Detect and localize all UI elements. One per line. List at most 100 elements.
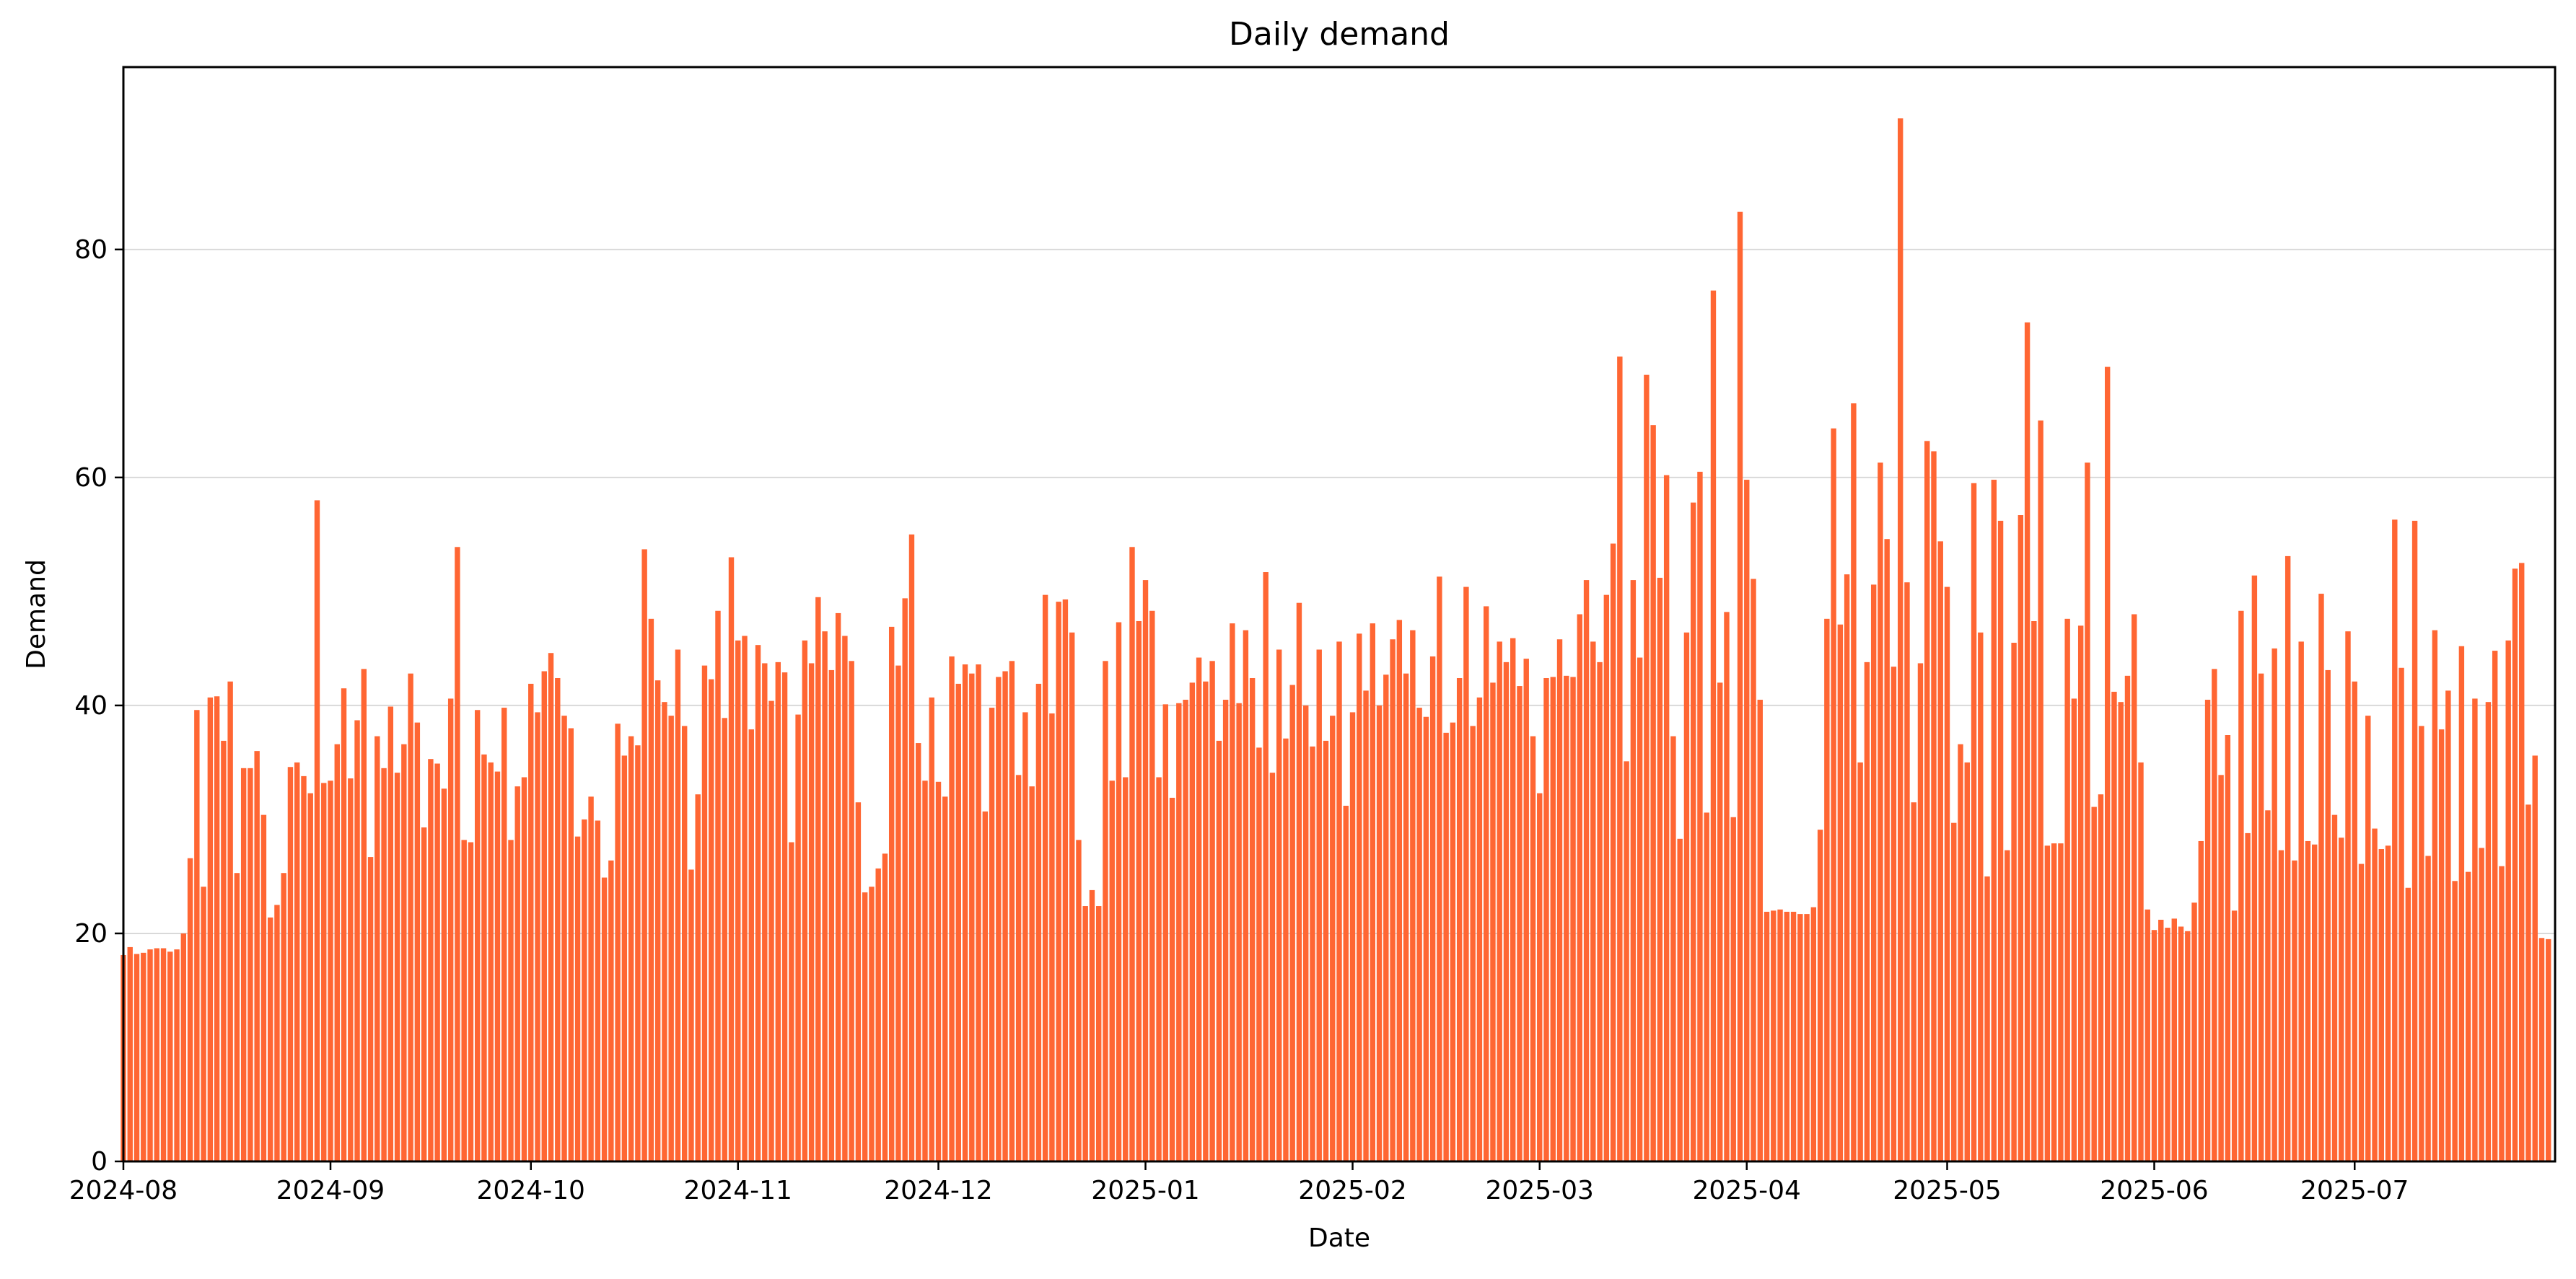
bar [1857,762,1863,1161]
bar [1162,704,1168,1161]
bar [595,820,601,1161]
bar [2499,866,2505,1161]
bar [1630,580,1637,1161]
bar [2452,881,2458,1161]
bar [227,681,233,1161]
bar [1390,639,1396,1161]
bar [501,708,507,1161]
bar [434,763,440,1161]
bar [2492,651,2498,1161]
bar [681,726,688,1161]
bar [574,836,581,1161]
bar [748,729,754,1161]
bar [916,743,921,1161]
bar [1951,822,1957,1161]
bar [1517,686,1523,1161]
bar [1056,602,1061,1161]
bar [133,954,140,1161]
bar [314,500,320,1161]
bar [695,794,701,1161]
bar [555,677,561,1161]
bar [1289,685,1295,1161]
bar [1316,649,1322,1161]
bar [2158,920,2164,1161]
bar [234,873,240,1161]
x-tick-label: 2024-12 [884,1176,992,1205]
bar [1924,441,1930,1161]
bar [455,547,460,1161]
bar [1670,736,1676,1161]
bar [2132,614,2137,1161]
bar [1751,579,1756,1161]
bar [808,663,815,1161]
bar [1443,732,1449,1161]
bar [2091,806,2097,1161]
bar [1123,777,1129,1161]
bar [374,736,380,1161]
bar [648,618,654,1161]
bar [1035,683,1042,1161]
bar [962,664,968,1161]
bar [1537,793,1543,1161]
bar [768,700,774,1161]
bar [1984,876,1990,1161]
bar [1530,736,1536,1161]
bar [1931,451,1937,1161]
bar [1730,817,1736,1161]
bar [2339,838,2344,1161]
bar [1710,290,1717,1162]
bar [608,860,614,1161]
x-tick-label: 2024-09 [276,1176,385,1205]
bar [1209,661,1215,1161]
bar [1109,781,1115,1161]
bar [2225,735,2231,1161]
bar [2111,691,2117,1161]
x-axis-label: Date [1308,1223,1370,1253]
bar [301,775,307,1161]
bar [187,858,193,1161]
bar [1222,700,1229,1161]
bar [1490,682,1496,1161]
bar [1564,675,1569,1161]
bar [2532,755,2538,1161]
bar [2472,698,2478,1161]
bar [341,688,347,1161]
bar [568,728,574,1161]
bar [1396,620,1403,1161]
bar [401,744,407,1161]
bar [1717,682,1723,1161]
bar [668,716,674,1161]
bar [2432,630,2438,1161]
bar [474,710,481,1161]
bar [1997,520,2004,1161]
x-tick-label: 2025-02 [1298,1176,1406,1205]
bar [1437,576,1442,1161]
bar [1089,889,1095,1161]
bar [334,744,340,1161]
bar [1456,677,1463,1161]
bar [2265,810,2271,1161]
bar [2278,850,2284,1161]
bar [1149,610,1155,1161]
bar [281,873,286,1161]
y-tick-label: 40 [74,691,108,721]
bar [982,811,989,1161]
bar [902,598,908,1161]
bar [2212,669,2217,1161]
bar [147,949,153,1161]
bar [2325,669,2331,1161]
x-tick-label: 2025-01 [1091,1176,1199,1205]
bar [1971,483,1977,1161]
bar [1804,914,1810,1161]
y-axis-ticks: 0 20 40 60 80 [74,235,123,1177]
bar [842,636,848,1161]
bar [2546,939,2551,1161]
bar [775,662,781,1161]
bar [2312,844,2318,1161]
bar [1069,632,1075,1161]
bar [722,718,727,1161]
bar [1624,761,1629,1161]
bar [2505,640,2511,1161]
bar [762,663,768,1161]
x-tick-label: 2025-05 [1893,1176,2001,1205]
